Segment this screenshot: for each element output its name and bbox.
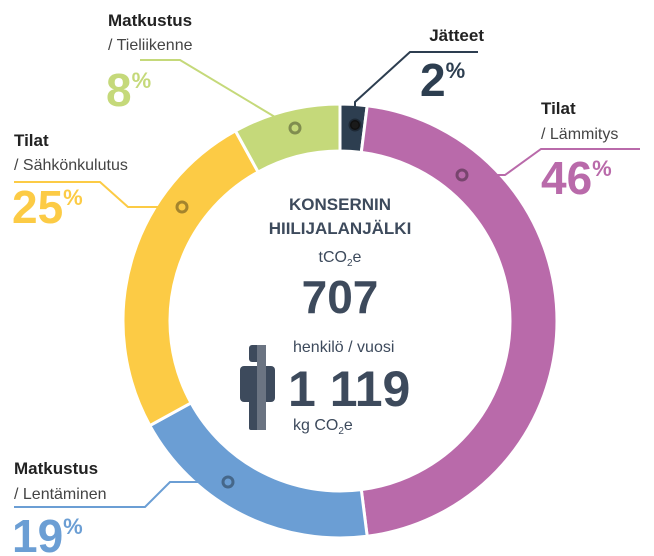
- unit-part: e: [344, 417, 353, 434]
- category-label: / Tieliikenne: [108, 37, 193, 54]
- donut-segment: [233, 102, 342, 175]
- donut-segment: [121, 128, 261, 428]
- leader-line: [354, 51, 478, 125]
- person-icon: [240, 345, 275, 430]
- value-unit: %: [446, 58, 466, 83]
- value-number: 25: [12, 181, 63, 233]
- per-person: 1 119: [288, 361, 410, 417]
- total-unit: tCO2e: [319, 249, 362, 269]
- value-label: 46%: [541, 152, 612, 204]
- category-label: / Sähkönkulutus: [14, 157, 128, 174]
- unit-part: kg CO: [293, 417, 338, 434]
- category-label: / Lentäminen: [14, 486, 107, 503]
- center-title: HIILIJALANJÄLKI: [269, 219, 412, 238]
- value-unit: %: [63, 514, 83, 539]
- group-label: Matkustus: [14, 459, 98, 478]
- leader-dot: [175, 200, 189, 214]
- donut-segment: [359, 104, 559, 538]
- value-unit: %: [132, 68, 152, 93]
- total: 707: [302, 271, 379, 323]
- leader-dot: [221, 475, 235, 489]
- group-label: Jätteet: [429, 26, 484, 45]
- leader-line: [140, 59, 296, 129]
- value-number: 46: [541, 152, 592, 204]
- value-number: 8: [106, 64, 132, 116]
- leader-dot: [455, 168, 469, 182]
- value-label: 25%: [12, 181, 83, 233]
- per-person-caption: henkilö / vuosi: [293, 339, 394, 356]
- value-label: 8%: [106, 64, 151, 116]
- category-label: / Lämmitys: [541, 126, 618, 143]
- value-unit: %: [592, 156, 612, 181]
- value-number: 2: [420, 54, 446, 106]
- center-title: KONSERNIN: [289, 195, 391, 214]
- unit-part: tCO: [319, 249, 347, 266]
- value-unit: %: [63, 185, 83, 210]
- leader-line: [14, 481, 228, 508]
- unit-sub: 2: [347, 258, 353, 269]
- leader-dot: [288, 121, 302, 135]
- leader-line: [462, 148, 640, 176]
- per-person-unit: kg CO2e: [293, 417, 353, 437]
- leader-dot: [348, 118, 362, 132]
- group-label: Tilat: [14, 131, 49, 150]
- group-label: Tilat: [541, 99, 576, 118]
- value-number: 19: [12, 510, 63, 556]
- value-label: 2%: [420, 54, 465, 106]
- leader-line: [14, 181, 182, 208]
- group-label: Matkustus: [108, 11, 192, 30]
- unit-part: e: [353, 249, 362, 266]
- value-label: 19%: [12, 510, 83, 556]
- unit-sub: 2: [338, 426, 344, 437]
